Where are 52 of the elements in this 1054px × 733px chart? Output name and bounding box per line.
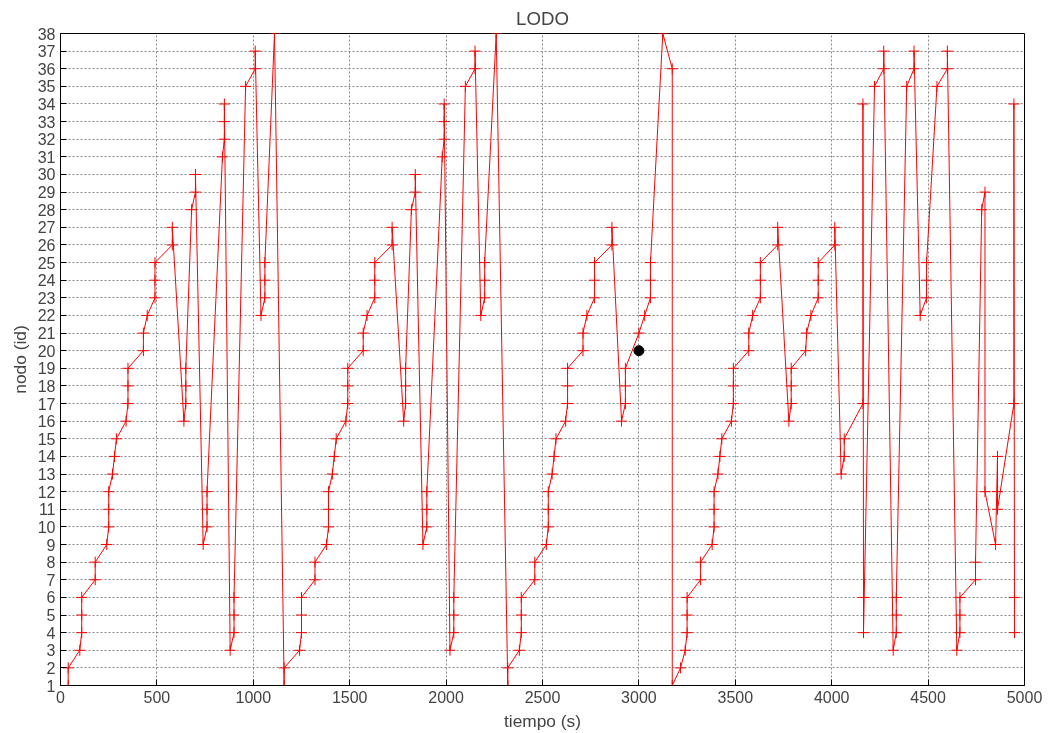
y-tick-label: 33 [37, 113, 56, 131]
y-tick-label: 26 [37, 236, 56, 254]
y-tick-label: 8 [46, 554, 56, 572]
y-tick-label: 4 [46, 624, 56, 642]
x-tick-label: 500 [143, 688, 171, 706]
y-tick-label: 1 [46, 677, 56, 695]
x-tick-label: 1500 [331, 688, 368, 706]
y-tick-label: 2 [46, 659, 56, 677]
x-tick-label: 4000 [813, 688, 850, 706]
y-axis-title: nodo (id) [9, 325, 30, 394]
x-tick-label: 2500 [524, 688, 561, 706]
y-tick-label: 21 [37, 325, 56, 343]
y-tick-label: 32 [37, 131, 56, 149]
y-tick-label: 22 [37, 307, 56, 325]
y-tick-label: 11 [38, 501, 56, 519]
x-tick-label: 4500 [910, 688, 946, 706]
y-tick-label: 15 [37, 430, 56, 448]
y-tick-label: 29 [37, 184, 56, 202]
y-tick-label: 35 [37, 78, 56, 96]
y-tick-label: 27 [37, 219, 56, 237]
x-axis-title: tiempo (s) [503, 710, 582, 731]
x-tick-label: 5000 [1006, 688, 1043, 706]
y-tick-label: 19 [37, 360, 56, 378]
y-tick-label: 7 [46, 571, 56, 589]
y-tick-label: 31 [37, 148, 56, 166]
y-tick-label: 3 [46, 642, 56, 660]
y-tick-label: 12 [37, 483, 56, 501]
y-tick-label: 25 [37, 254, 56, 272]
y-tick-label: 14 [37, 448, 56, 466]
y-tick-label: 13 [37, 466, 56, 484]
y-tick-label: 30 [37, 166, 56, 184]
y-tick-label: 28 [37, 201, 56, 219]
x-tick-label: 3000 [621, 688, 657, 706]
y-tick-label: 18 [37, 377, 56, 395]
x-tick-label: 1000 [235, 688, 272, 706]
y-tick-label: 24 [37, 272, 56, 290]
chart-title: LODO [516, 7, 569, 29]
y-tick-label: 34 [37, 95, 56, 113]
y-tick-label: 17 [37, 395, 56, 413]
y-tick-label: 36 [37, 60, 56, 78]
y-tick-label: 6 [46, 589, 56, 607]
y-tick-label: 16 [37, 413, 56, 431]
x-tick-label: 2000 [428, 688, 464, 706]
y-tick-label: 5 [46, 607, 56, 625]
y-tick-label: 38 [37, 25, 56, 43]
y-tick-label: 10 [37, 518, 56, 536]
y-tick-label: 37 [37, 43, 56, 61]
x-tick-label: 3500 [717, 688, 754, 706]
y-tick-label: 20 [37, 342, 56, 360]
x-tick-label: 0 [56, 688, 66, 706]
y-tick-label: 9 [46, 536, 56, 554]
y-tick-label: 23 [37, 289, 56, 307]
